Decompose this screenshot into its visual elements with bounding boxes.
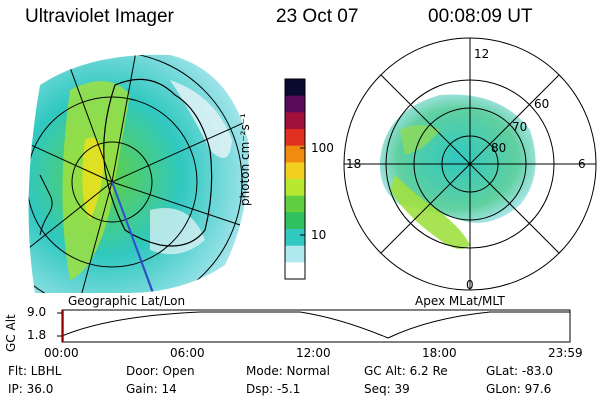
colorbar-swatch — [285, 262, 305, 280]
colorbar-unit-label: photon cm⁻²s⁻¹ — [238, 113, 252, 206]
mlt-label-12: 12 — [474, 47, 490, 61]
colorbar-swatch — [285, 162, 305, 180]
time-label: 00:08:09 UT — [428, 6, 533, 27]
aurora-arc-dusk — [390, 175, 470, 249]
timeline-ytick-1-8: 1.8 — [27, 328, 47, 342]
altitude-timeline — [57, 309, 571, 343]
colorbar — [285, 79, 305, 280]
info-ip: IP: 36.0 — [8, 382, 54, 396]
info-glon: GLon: 97.6 — [486, 382, 552, 396]
altitude-curve — [61, 311, 570, 339]
colorbar-swatch — [285, 112, 305, 130]
lat-label-70: 70 — [512, 120, 528, 134]
timeline-xtick-4: 23:59 — [548, 346, 583, 360]
colorbar-swatch — [285, 195, 305, 213]
colorbar-swatch — [285, 245, 305, 263]
colorbar-swatch — [285, 79, 305, 97]
colorbar-swatch — [285, 179, 305, 197]
right-panel-caption: Apex MLat/MLT — [415, 294, 505, 308]
mlt-label-0: 0 — [466, 278, 474, 292]
mlt-label-6: 6 — [578, 157, 586, 171]
date-label: 23 Oct 07 — [276, 6, 359, 27]
colorbar-tick-100: 100 — [311, 141, 334, 155]
info-dsp: Dsp: -5.1 — [246, 382, 301, 396]
timeline-xtick-0: 00:00 — [44, 346, 79, 360]
colorbar-swatch — [285, 212, 305, 230]
colorbar-swatch — [285, 95, 305, 113]
info-glat: GLat: -83.0 — [486, 364, 553, 378]
lat-label-60: 60 — [534, 97, 550, 111]
info-gc-alt: GC Alt: 6.2 Re — [364, 364, 448, 378]
lat-label-80: 80 — [491, 141, 507, 155]
timeline-xtick-3: 18:00 — [422, 346, 457, 360]
colorbar-swatch — [285, 229, 305, 247]
info-mode: Mode: Normal — [246, 364, 330, 378]
colorbar-swatch — [285, 129, 305, 147]
left-panel-caption: Geographic Lat/Lon — [68, 294, 186, 308]
timeline-ytick-9: 9.0 — [27, 305, 47, 319]
colorbar-tick-10: 10 — [311, 228, 327, 242]
mlt-label-18: 18 — [346, 157, 362, 171]
colorbar-swatch — [285, 145, 305, 163]
timeline-xtick-1: 06:00 — [170, 346, 205, 360]
info-filter: Flt: LBHL — [8, 364, 62, 378]
geographic-image — [28, 54, 249, 293]
timeline-xtick-2: 12:00 — [296, 346, 331, 360]
info-gain: Gain: 14 — [126, 382, 177, 396]
polar-grid — [343, 37, 597, 291]
timeline-ylabel: GC Alt — [4, 314, 18, 352]
info-door: Door: Open — [126, 364, 195, 378]
aurora-bright-spot — [82, 137, 105, 220]
sun-direction-line — [111, 181, 156, 293]
app-title: Ultraviolet Imager — [25, 6, 174, 27]
info-seq: Seq: 39 — [364, 382, 410, 396]
